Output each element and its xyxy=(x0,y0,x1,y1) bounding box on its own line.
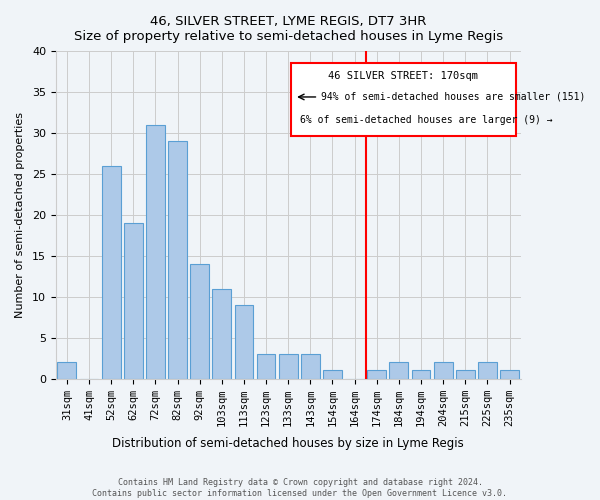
X-axis label: Distribution of semi-detached houses by size in Lyme Regis: Distribution of semi-detached houses by … xyxy=(112,437,464,450)
Bar xyxy=(124,223,143,378)
Bar xyxy=(146,125,165,378)
Bar xyxy=(367,370,386,378)
Text: 94% of semi-detached houses are smaller (151): 94% of semi-detached houses are smaller … xyxy=(321,92,585,102)
Bar xyxy=(257,354,275,378)
Bar xyxy=(478,362,497,378)
Text: Contains HM Land Registry data © Crown copyright and database right 2024.
Contai: Contains HM Land Registry data © Crown c… xyxy=(92,478,508,498)
Title: 46, SILVER STREET, LYME REGIS, DT7 3HR
Size of property relative to semi-detache: 46, SILVER STREET, LYME REGIS, DT7 3HR S… xyxy=(74,15,503,43)
Bar xyxy=(434,362,452,378)
Text: 46 SILVER STREET: 170sqm: 46 SILVER STREET: 170sqm xyxy=(328,71,478,81)
Text: 6% of semi-detached houses are larger (9) →: 6% of semi-detached houses are larger (9… xyxy=(300,115,553,125)
Bar xyxy=(235,305,253,378)
FancyBboxPatch shape xyxy=(290,62,516,136)
Bar xyxy=(412,370,430,378)
Bar xyxy=(389,362,408,378)
Bar xyxy=(500,370,519,378)
Bar xyxy=(301,354,320,378)
Bar xyxy=(323,370,342,378)
Bar xyxy=(279,354,298,378)
Bar xyxy=(102,166,121,378)
Bar xyxy=(456,370,475,378)
Bar xyxy=(212,288,231,378)
Y-axis label: Number of semi-detached properties: Number of semi-detached properties xyxy=(15,112,25,318)
Bar xyxy=(190,264,209,378)
Bar xyxy=(58,362,76,378)
Bar xyxy=(168,141,187,378)
